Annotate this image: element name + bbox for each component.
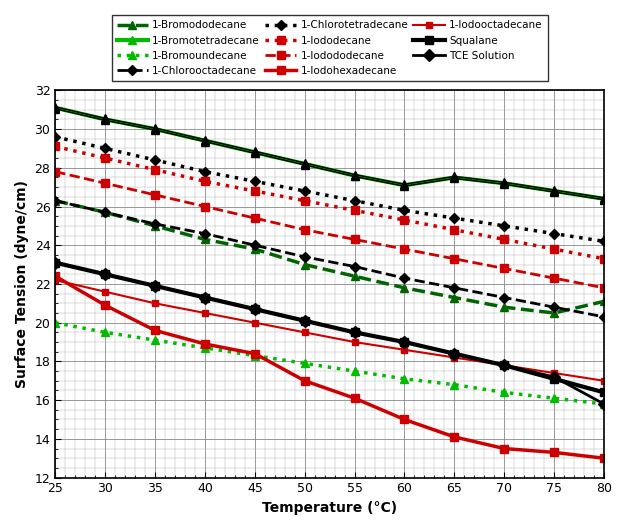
Legend: 1-Bromododecane, 1-Bromotetradecane, 1-Bromoundecane, 1-Chlorooctadecane, 1-Chlo: 1-Bromododecane, 1-Bromotetradecane, 1-B… — [112, 15, 547, 81]
X-axis label: Temperature (°C): Temperature (°C) — [262, 501, 398, 515]
Y-axis label: Surface Tension (dyne/cm): Surface Tension (dyne/cm) — [15, 180, 29, 388]
